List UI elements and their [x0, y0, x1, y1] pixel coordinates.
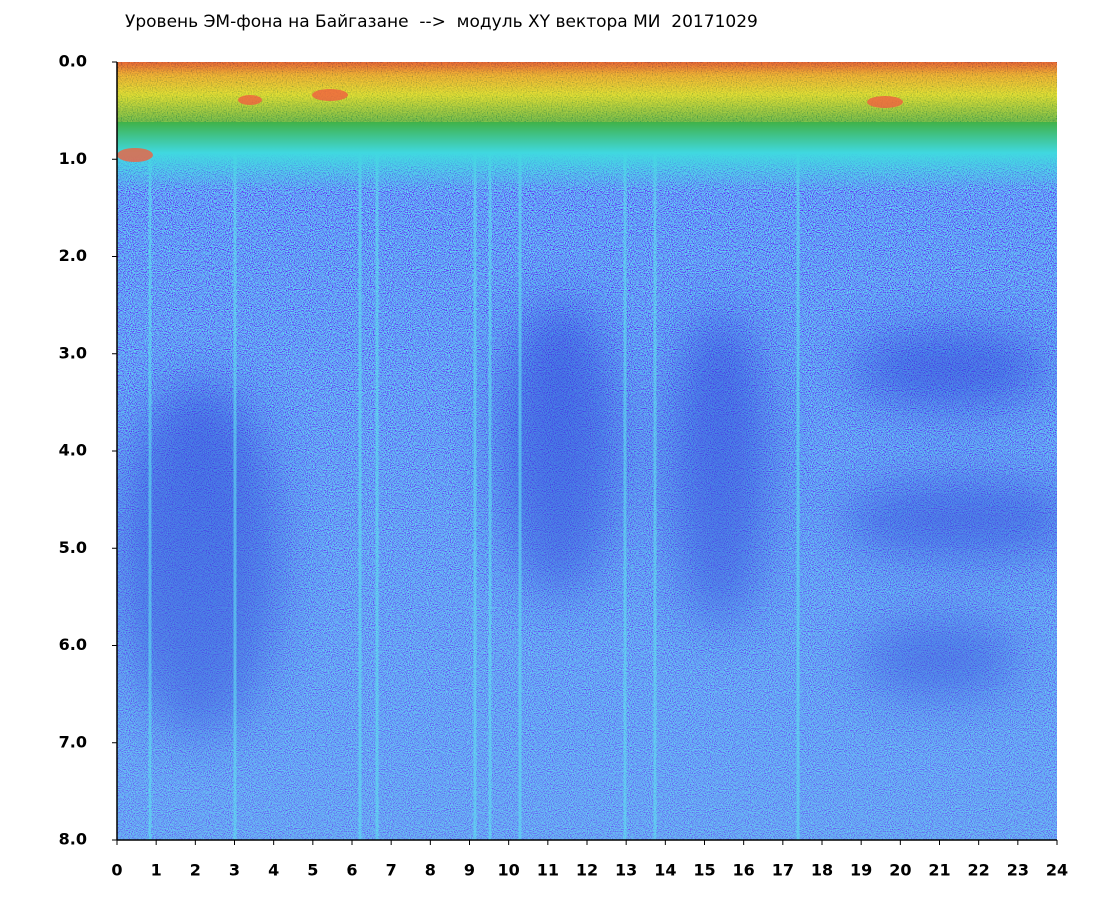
x-tick-label: 22 — [968, 861, 990, 880]
heatmap — [117, 62, 1057, 840]
x-tick-label: 15 — [693, 861, 715, 880]
x-tick-label: 14 — [654, 861, 676, 880]
y-tick-label: 5.0 — [59, 538, 87, 557]
x-tick-label: 24 — [1046, 861, 1068, 880]
x-tick-label: 13 — [615, 861, 637, 880]
x-tick-label: 17 — [772, 861, 794, 880]
y-tick-label: 1.0 — [59, 149, 87, 168]
chart-title: Уровень ЭМ-фона на Байгазане --> модуль … — [125, 12, 758, 32]
x-tick-label: 20 — [889, 861, 911, 880]
y-tick-label: 4.0 — [59, 441, 87, 460]
x-tick-label: 6 — [346, 861, 357, 880]
x-tick-label: 4 — [268, 861, 279, 880]
x-tick-label: 7 — [386, 861, 397, 880]
x-tick-label: 19 — [850, 861, 872, 880]
x-tick-label: 1 — [151, 861, 162, 880]
y-tick-label: 7.0 — [59, 732, 87, 751]
x-tick-label: 11 — [537, 861, 559, 880]
x-tick-label: 23 — [1007, 861, 1029, 880]
x-tick-label: 8 — [425, 861, 436, 880]
x-tick-label: 9 — [464, 861, 475, 880]
y-tick-label: 6.0 — [59, 635, 87, 654]
x-tick-label: 18 — [811, 861, 833, 880]
y-tick-label: 3.0 — [59, 343, 87, 362]
x-tick-label: 5 — [307, 861, 318, 880]
y-tick-label: 2.0 — [59, 246, 87, 265]
y-tick-label: 0.0 — [59, 52, 87, 71]
x-tick-label: 21 — [928, 861, 950, 880]
x-tick-label: 0 — [111, 861, 122, 880]
x-tick-label: 16 — [733, 861, 755, 880]
x-tick-label: 10 — [498, 861, 520, 880]
x-tick-label: 12 — [576, 861, 598, 880]
x-tick-label: 2 — [190, 861, 201, 880]
x-tick-label: 3 — [229, 861, 240, 880]
y-tick-label: 8.0 — [59, 830, 87, 849]
